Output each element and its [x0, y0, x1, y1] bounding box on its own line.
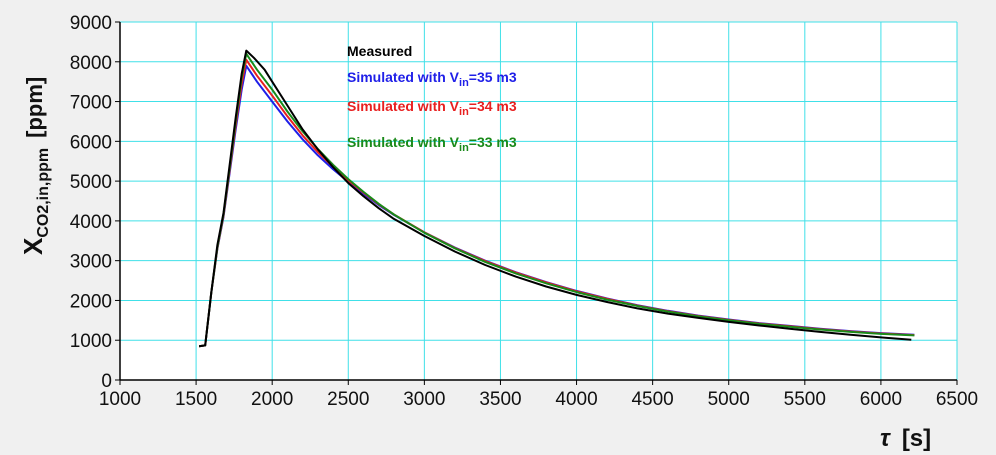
x-tick-label-4000: 4000 — [555, 389, 597, 410]
y-tick-label-4000: 4000 — [70, 212, 112, 233]
plot-area — [120, 22, 957, 380]
x-tick-label-5000: 5000 — [708, 389, 750, 410]
x-tick-label-1500: 1500 — [175, 389, 217, 410]
y-tick-label-2000: 2000 — [70, 291, 112, 312]
y-tick-label-9000: 9000 — [70, 13, 112, 34]
y-tick-label-0: 0 — [101, 371, 112, 392]
x-tick-label-4500: 4500 — [631, 389, 673, 410]
y-tick-label-6000: 6000 — [70, 132, 112, 153]
y-tick-label-1000: 1000 — [70, 331, 112, 352]
legend-item-simulated-2: Simulated with Vin=34 m3 — [347, 98, 517, 118]
y-tick-label-5000: 5000 — [70, 172, 112, 193]
x-tick-label-2000: 2000 — [251, 389, 293, 410]
y-axis-title: XCO2,in,ppm[ppm] — [18, 77, 52, 255]
series-line-measured — [198, 49, 912, 348]
y-tick-label-8000: 8000 — [70, 53, 112, 74]
x-tick-label-2500: 2500 — [327, 389, 369, 410]
y-tick-label-3000: 3000 — [70, 252, 112, 273]
x-tick-label-3000: 3000 — [403, 389, 445, 410]
legend-item-simulated-3: Simulated with Vin=33 m3 — [347, 134, 517, 154]
x-tick-label-6500: 6500 — [936, 389, 978, 410]
x-tick-label-1000: 1000 — [99, 389, 141, 410]
legend-item-simulated-1: Simulated with Vin=35 m3 — [347, 69, 517, 89]
x-tick-label-5500: 5500 — [784, 389, 826, 410]
legend-item-measured: Measured — [347, 43, 412, 59]
x-tick-label-3500: 3500 — [479, 389, 521, 410]
x-axis-title: τ [s] — [880, 425, 931, 452]
y-tick-label-7000: 7000 — [70, 93, 112, 114]
x-tick-label-6000: 6000 — [860, 389, 902, 410]
